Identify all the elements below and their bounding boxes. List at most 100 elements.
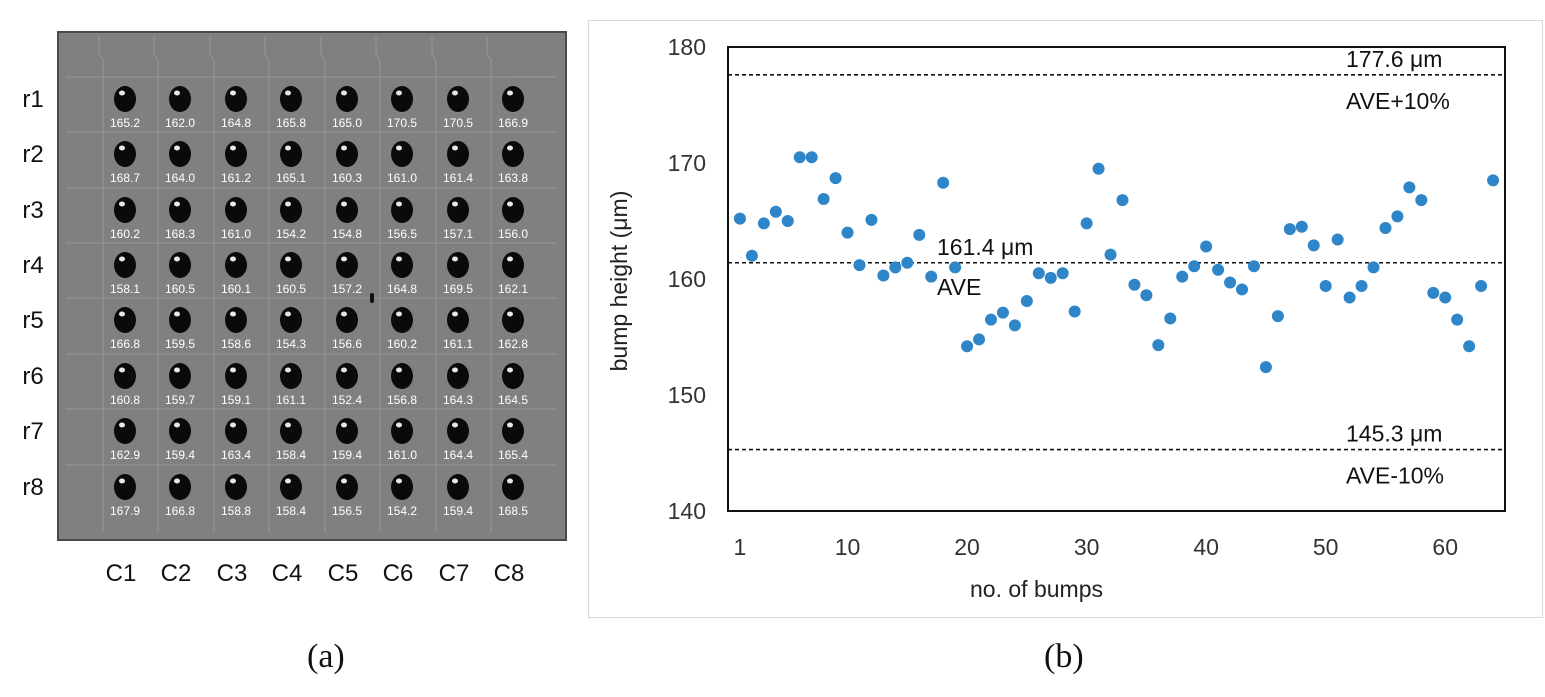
bump-cell: 161.1 [276, 363, 306, 407]
bump [114, 474, 136, 500]
bump-cell: 165.8 [276, 86, 306, 130]
bump-cell: 163.8 [498, 141, 528, 185]
bump-height-label: 165.2 [110, 116, 140, 130]
data-point [1176, 270, 1189, 283]
bump-map: r1 165.2 162.0 164.8 165.8 165.0 170.5 170.5 166… [22, 31, 567, 587]
x-axis-title: no. of bumps [970, 576, 1103, 602]
column-label: C7 [439, 560, 470, 587]
bump-height-label: 163.8 [498, 171, 528, 185]
bump-height-label: 162.1 [498, 282, 528, 296]
bump-highlight [452, 145, 458, 151]
bump [169, 197, 191, 223]
data-point [1367, 261, 1380, 274]
bump-height-label: 164.8 [387, 282, 417, 296]
bump [447, 363, 469, 389]
bump-cell: 160.8 [110, 363, 140, 407]
bump [447, 418, 469, 444]
bump-cell: 158.8 [221, 474, 251, 518]
data-point [1044, 271, 1057, 284]
data-point [1271, 310, 1284, 323]
board-defect-mark [370, 293, 374, 303]
x-tick-label: 60 [1432, 534, 1458, 560]
bump-height-label: 166.8 [110, 337, 140, 351]
bump-highlight [119, 311, 125, 317]
data-point [973, 333, 986, 346]
bump-height-label: 164.5 [498, 393, 528, 407]
data-point [1427, 286, 1440, 299]
bump-cell: 160.3 [332, 141, 362, 185]
data-point [1200, 240, 1213, 253]
column-label: C8 [494, 560, 525, 587]
board-trace [375, 36, 381, 532]
board-trace [153, 36, 159, 532]
bump-cell: 165.4 [498, 418, 528, 462]
bump [225, 363, 247, 389]
row-label: r7 [22, 418, 43, 445]
bump-cell: 154.2 [276, 197, 306, 241]
bump-highlight [341, 367, 347, 373]
row-label: r4 [22, 252, 43, 279]
bump-height-label: 160.5 [165, 282, 195, 296]
bump-highlight [396, 256, 402, 262]
data-point [1092, 162, 1105, 175]
bump-cell: 161.4 [443, 141, 473, 185]
bump-height-label: 168.3 [165, 227, 195, 241]
bump-cell: 160.2 [110, 197, 140, 241]
x-tick-label: 1 [734, 534, 747, 560]
bump-cell: 159.4 [332, 418, 362, 462]
bump-highlight [119, 145, 125, 151]
bump-highlight [341, 311, 347, 317]
data-point [1236, 283, 1249, 296]
bump-highlight [230, 478, 236, 484]
bump-height-label: 156.8 [387, 393, 417, 407]
data-point [1307, 239, 1320, 252]
bump-cell: 156.0 [498, 197, 528, 241]
data-point [733, 212, 746, 225]
bump-cell: 165.0 [332, 86, 362, 130]
bump-highlight [396, 90, 402, 96]
data-point [1355, 279, 1368, 292]
y-tick-label: 150 [668, 382, 706, 408]
bump-cell: 152.4 [332, 363, 362, 407]
bump-height-label: 161.0 [387, 448, 417, 462]
caption-b: (b) [1044, 638, 1084, 675]
bump-cell: 162.8 [498, 307, 528, 351]
row-label: r5 [22, 307, 43, 334]
bump [502, 252, 524, 278]
bump-height-label: 161.1 [276, 393, 306, 407]
bump-cell: 165.2 [110, 86, 140, 130]
scatter-chart-panel: 140 150 160 170 180 1 10 20 30 40 50 60 no. of bumps… [588, 20, 1543, 618]
bump-height-label: 160.2 [110, 227, 140, 241]
bump [280, 418, 302, 444]
data-point [1080, 217, 1093, 230]
bump-highlight [507, 145, 513, 151]
x-tick-label: 50 [1313, 534, 1339, 560]
bump-height-label: 158.6 [221, 337, 251, 351]
bump-height-label: 170.5 [443, 116, 473, 130]
bump-height-label: 162.0 [165, 116, 195, 130]
bump-highlight [396, 201, 402, 207]
data-point [937, 176, 950, 189]
bump [502, 363, 524, 389]
bump-height-label: 160.2 [387, 337, 417, 351]
data-point [913, 228, 926, 241]
reference-value-label: 161.4 μm [937, 234, 1033, 260]
bump-cell: 159.4 [443, 474, 473, 518]
bump-height-label: 158.1 [110, 282, 140, 296]
bump [502, 86, 524, 112]
bump-cell: 157.1 [443, 197, 473, 241]
bump-highlight [174, 422, 180, 428]
caption-a: (a) [307, 638, 345, 675]
bump-cell: 165.1 [276, 141, 306, 185]
bump-highlight [452, 478, 458, 484]
bump-height-label: 164.3 [443, 393, 473, 407]
bump-height-label: 162.8 [498, 337, 528, 351]
bump-highlight [285, 90, 291, 96]
bump-cell: 156.5 [387, 197, 417, 241]
bump-height-label: 170.5 [387, 116, 417, 130]
reference-value-label: 177.6 μm [1346, 46, 1442, 72]
bump-cell: 169.5 [443, 252, 473, 296]
bump-cell: 162.1 [498, 252, 528, 296]
bump-highlight [507, 256, 513, 262]
bump-highlight [119, 478, 125, 484]
